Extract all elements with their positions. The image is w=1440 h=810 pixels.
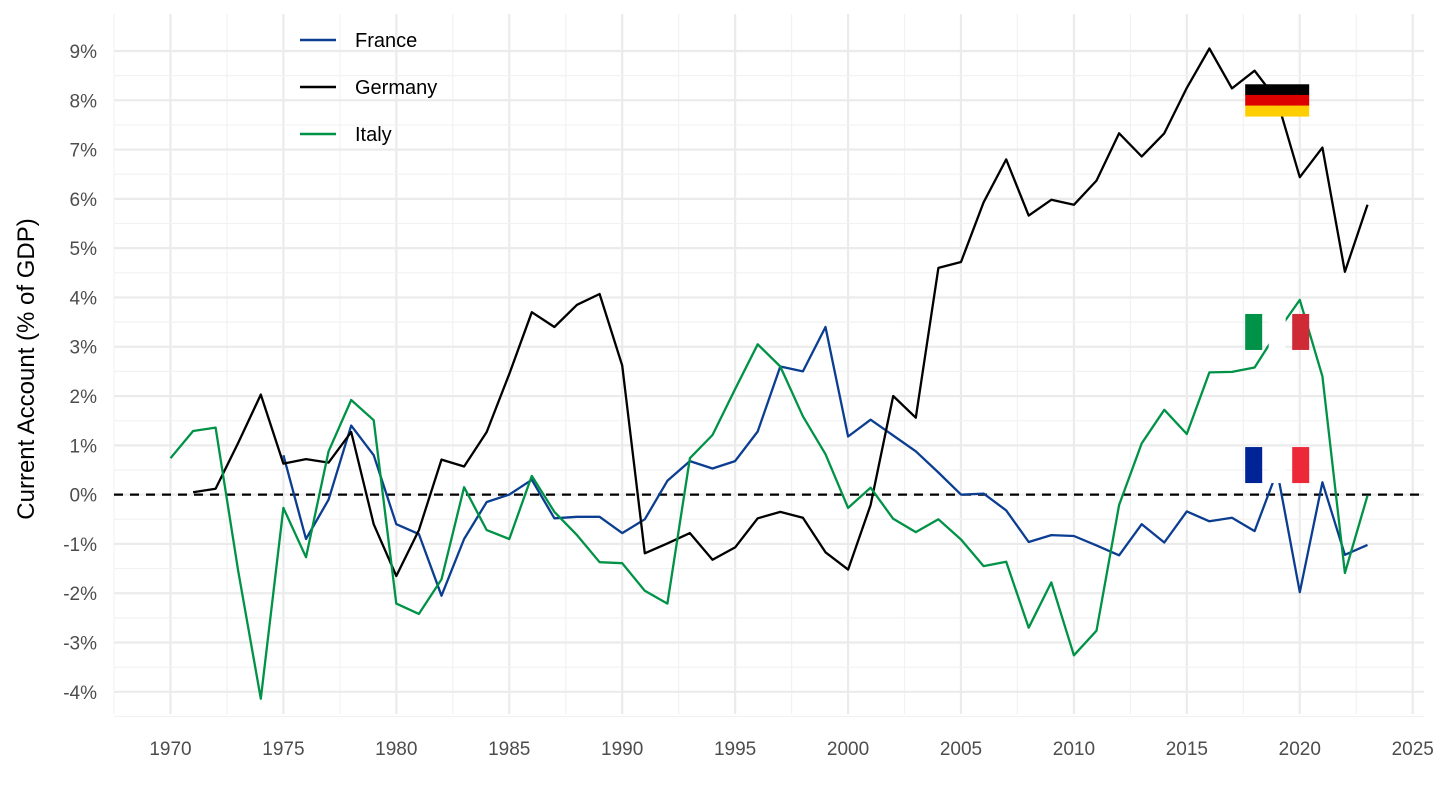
y-tick-label: 8% <box>70 91 98 112</box>
flag-italy-icon <box>1245 313 1310 350</box>
x-tick-label: 2025 <box>1392 739 1434 760</box>
x-tick-label: 1970 <box>149 739 191 760</box>
y-axis-title: Current Account (% of GDP) <box>13 218 40 519</box>
x-tick-label: 2020 <box>1279 739 1321 760</box>
x-tick-label: 1990 <box>601 739 643 760</box>
x-tick-label: 1995 <box>714 739 756 760</box>
y-axis-tick-labels: -4% -3% -2% -1% 0% 1% 2% 3% 4% 5% 6% 7% 8% 9% <box>63 42 97 704</box>
flag-stripe <box>1268 447 1286 484</box>
legend-label: Italy <box>355 124 392 146</box>
flag-stripe <box>1245 447 1263 484</box>
flag-stripe <box>1268 313 1286 350</box>
x-tick-label: 2015 <box>1166 739 1208 760</box>
legend-label: Germany <box>355 77 437 99</box>
y-tick-label: 5% <box>70 239 98 260</box>
series-line-italy <box>169 298 1369 700</box>
x-tick-label: 1980 <box>375 739 417 760</box>
x-axis-tick-labels: 1970 1975 1980 1985 1990 1995 2000 2005 2010 2015… <box>149 739 1434 760</box>
flag-stripe <box>1245 105 1310 117</box>
x-tick-label: 1975 <box>262 739 304 760</box>
y-tick-label: 6% <box>70 190 98 211</box>
legend-label: France <box>355 30 417 52</box>
y-tick-label: 0% <box>70 486 98 507</box>
series-line-france <box>282 325 1368 597</box>
grid-lines <box>113 14 1424 718</box>
flag-stripe <box>1292 447 1310 484</box>
y-tick-label: 2% <box>70 387 98 408</box>
legend-item-france: France <box>300 30 417 52</box>
y-tick-label: -1% <box>63 535 97 556</box>
y-tick-label: 9% <box>70 42 98 63</box>
y-tick-label: 3% <box>70 338 98 359</box>
y-tick-label: -3% <box>63 634 97 655</box>
flag-stripe <box>1245 313 1263 350</box>
flag-germany-icon <box>1245 84 1310 117</box>
y-tick-label: -4% <box>63 683 97 704</box>
x-tick-label: 2005 <box>940 739 982 760</box>
x-tick-label: 1985 <box>488 739 530 760</box>
legend-item-italy: Italy <box>300 124 392 146</box>
legend-item-germany: Germany <box>300 77 437 99</box>
flag-stripe <box>1245 94 1310 106</box>
flag-stripe <box>1292 313 1310 350</box>
y-tick-label: 1% <box>70 436 98 457</box>
country-flags <box>1245 84 1310 484</box>
y-tick-label: 7% <box>70 141 98 162</box>
x-tick-label: 2010 <box>1053 739 1095 760</box>
x-tick-label: 2000 <box>827 739 869 760</box>
flag-france-icon <box>1245 447 1310 484</box>
legend: France Germany Italy <box>300 30 437 146</box>
y-tick-label: -2% <box>63 584 97 605</box>
flag-stripe <box>1245 84 1310 96</box>
series-lines <box>169 47 1369 700</box>
series-line-germany <box>192 47 1369 578</box>
y-tick-label: 4% <box>70 288 98 309</box>
